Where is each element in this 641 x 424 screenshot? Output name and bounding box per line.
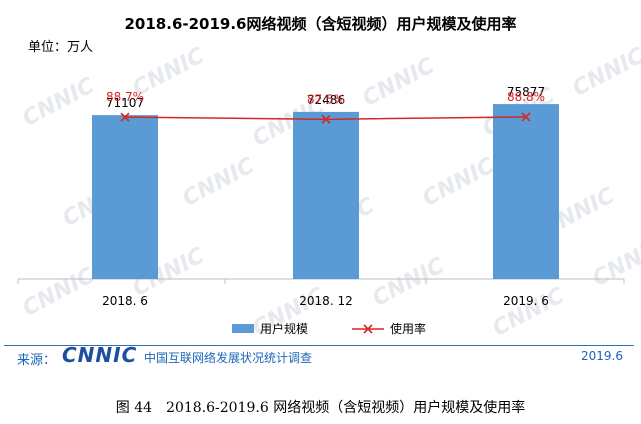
- usage-rate-label: 88.8%: [507, 90, 545, 104]
- bar: [293, 111, 359, 279]
- chart-plot: 71107 2018. 6 72486 2018. 12 75877 2019. 6 88.…: [17, 85, 625, 336]
- x-tick-label: 2019. 6: [503, 294, 549, 308]
- bar-value-label: 75877: [507, 85, 545, 99]
- bar: [493, 104, 559, 279]
- usage-rate-marker: [321, 114, 331, 124]
- legend-marker-line: [363, 324, 373, 334]
- usage-rate-marker: [521, 112, 531, 122]
- usage-rate-label: 87.5%: [307, 92, 345, 106]
- usage-rate-label: 88.7%: [106, 90, 144, 104]
- figure-caption: 图 44 2018.6-2019.6 网络视频（含短视频）用户规模及使用率: [115, 400, 526, 416]
- usage-rate-marker: [120, 112, 130, 122]
- source-date: 2019.6: [581, 349, 623, 363]
- legend-swatch-bar: [232, 324, 254, 333]
- legend-label-line: 使用率: [390, 321, 426, 336]
- x-tick-label: 2018. 6: [102, 294, 148, 308]
- x-tick-label: 2018. 12: [299, 294, 352, 308]
- legend-label-bar: 用户规模: [260, 321, 308, 336]
- unit-label: 单位：万人: [28, 40, 94, 55]
- source-organization: 中国互联网络发展状况统计调查: [144, 351, 313, 365]
- bar-value-label: 72486: [307, 93, 345, 107]
- source-label: 来源：: [17, 353, 57, 368]
- cnnic-logo: CNNIC: [62, 343, 138, 367]
- bar: [92, 115, 158, 279]
- bar-value-label: 71107: [106, 96, 144, 110]
- chart-title: 2018.6-2019.6网络视频（含短视频）用户规模及使用率: [124, 15, 517, 33]
- footer-divider: [4, 345, 634, 346]
